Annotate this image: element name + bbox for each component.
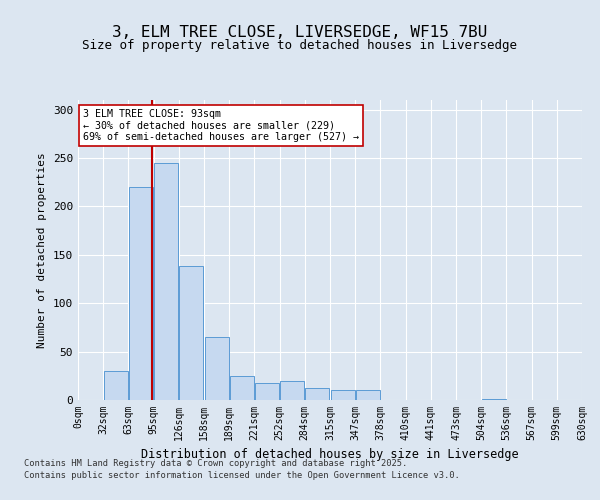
Bar [331,390,355,400]
Text: 3, ELM TREE CLOSE, LIVERSEDGE, WF15 7BU: 3, ELM TREE CLOSE, LIVERSEDGE, WF15 7BU [112,25,488,40]
Text: Contains HM Land Registry data © Crown copyright and database right 2025.: Contains HM Land Registry data © Crown c… [24,460,407,468]
Bar [205,337,229,400]
Bar [305,388,329,400]
Bar [280,380,304,400]
Text: Size of property relative to detached houses in Liversedge: Size of property relative to detached ho… [83,40,517,52]
Bar [255,382,279,400]
Bar [356,390,380,400]
Bar [179,266,203,400]
X-axis label: Distribution of detached houses by size in Liversedge: Distribution of detached houses by size … [141,448,519,462]
Text: 3 ELM TREE CLOSE: 93sqm
← 30% of detached houses are smaller (229)
69% of semi-d: 3 ELM TREE CLOSE: 93sqm ← 30% of detache… [83,109,359,142]
Bar [482,399,506,400]
Bar [104,371,128,400]
Bar [129,187,153,400]
Bar [154,163,178,400]
Bar [230,376,254,400]
Y-axis label: Number of detached properties: Number of detached properties [37,152,47,348]
Text: Contains public sector information licensed under the Open Government Licence v3: Contains public sector information licen… [24,472,460,480]
